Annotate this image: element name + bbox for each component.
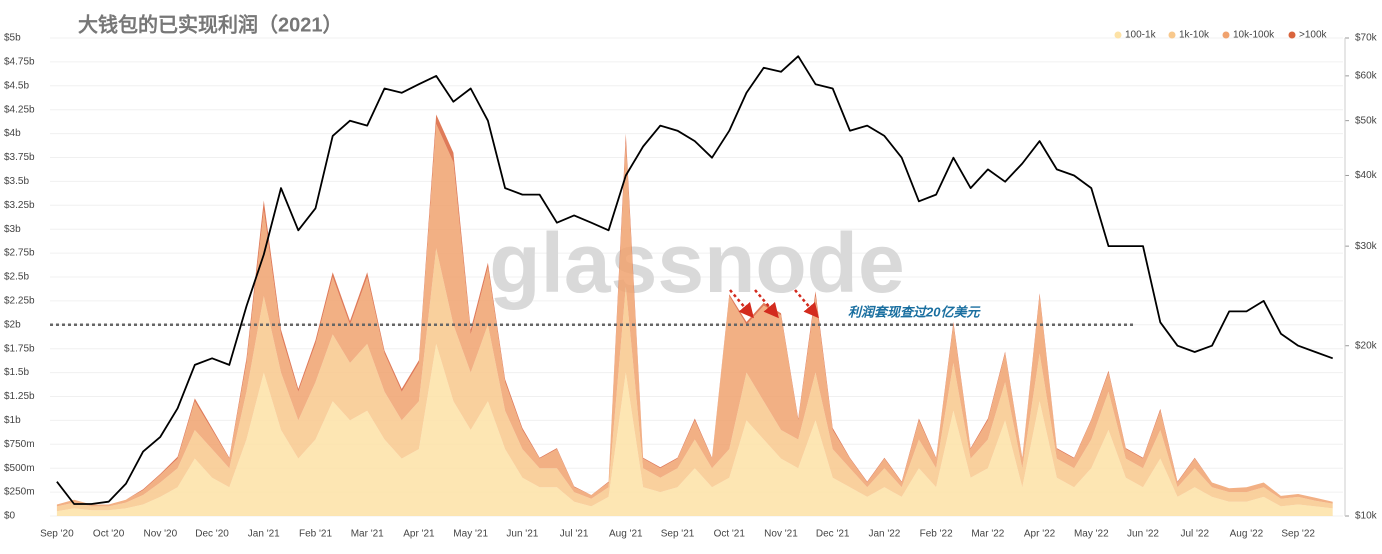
areas: [56, 114, 1333, 516]
x-tick-label: Mar '21: [351, 529, 384, 540]
y-tick-label: $250m: [4, 487, 35, 498]
x-tick-label: Jun '22: [1127, 529, 1159, 540]
x-tick-label: Jul '22: [1180, 529, 1209, 540]
watermark: glassnode: [489, 216, 904, 310]
y-tick-label: $3.75b: [4, 152, 35, 163]
y-tick-label: $4.5b: [4, 80, 29, 91]
y-tick-label: $5b: [4, 33, 21, 44]
x-tick-label: Oct '21: [714, 529, 746, 540]
x-tick-label: Mar '22: [971, 529, 1004, 540]
price-line: [56, 55, 1334, 505]
x-tick-label: Aug '21: [609, 529, 643, 540]
y-tick-label: $4.25b: [4, 104, 35, 115]
y-tick-label: $4.75b: [4, 57, 35, 68]
x-tick-label: Sep '20: [40, 529, 74, 540]
area: [56, 124, 1333, 507]
x-tick-label: May '21: [453, 529, 488, 540]
y-tick-label: $2.25b: [4, 296, 35, 307]
x-tick-label: Apr '21: [403, 529, 435, 540]
y-tick-label: $750m: [4, 439, 35, 450]
y-tick-label: $0: [4, 511, 16, 522]
y-tick-label: $3b: [4, 224, 21, 235]
legend-label: 10k-100k: [1233, 30, 1275, 41]
y-tick-label: $2b: [4, 319, 21, 330]
x-tick-label: Aug '22: [1230, 529, 1264, 540]
x-tick-label: Dec '20: [195, 529, 229, 540]
y2-tick-label: $40k: [1355, 170, 1378, 181]
x-tick-label: Feb '21: [299, 529, 332, 540]
y-tick-label: $4b: [4, 128, 21, 139]
y-tick-label: $1.75b: [4, 343, 35, 354]
x-tick-label: Dec '21: [816, 529, 850, 540]
y2-tick-label: $20k: [1355, 340, 1378, 351]
x-tick-label: May '22: [1074, 529, 1109, 540]
legend-swatch: [1168, 31, 1176, 39]
y-tick-label: $3.25b: [4, 200, 35, 211]
x-tick-label: Sep '21: [661, 529, 695, 540]
legend-label: 100-1k: [1125, 30, 1157, 41]
legend-swatch: [1114, 31, 1122, 39]
x-tick-label: Jan '22: [868, 529, 900, 540]
y-tick-label: $2.75b: [4, 248, 35, 259]
y2-tick-label: $10k: [1355, 511, 1378, 522]
x-tick-label: Jan '21: [248, 529, 280, 540]
y-tick-label: $1.5b: [4, 367, 29, 378]
x-tick-label: Jul '21: [560, 529, 589, 540]
x-tick-label: Feb '22: [920, 529, 953, 540]
y-tick-label: $1b: [4, 415, 21, 426]
y-tick-label: $500m: [4, 463, 35, 474]
y2-tick-label: $70k: [1355, 33, 1378, 44]
legend-swatch: [1222, 31, 1230, 39]
y-tick-label: $3.5b: [4, 176, 29, 187]
x-tick-label: Sep '22: [1281, 529, 1315, 540]
x-tick-label: Jun '21: [506, 529, 538, 540]
y2-tick-label: $30k: [1355, 241, 1378, 252]
y2-tick-label: $50k: [1355, 115, 1378, 126]
legend-label: 1k-10k: [1179, 30, 1210, 41]
x-tick-label: Nov '20: [144, 529, 178, 540]
y-tick-label: $2.5b: [4, 272, 29, 283]
area: [56, 248, 1333, 512]
area: [56, 343, 1333, 516]
x-tick-label: Apr '22: [1024, 529, 1056, 540]
y-tick-label: $1.25b: [4, 391, 35, 402]
legend-swatch: [1288, 31, 1296, 39]
overlay: 100-1k 1k-10k 10k-100k >100k: [50, 30, 1334, 505]
x-tick-label: Nov '21: [764, 529, 798, 540]
legend-label: >100k: [1299, 30, 1328, 41]
y2-tick-label: $60k: [1355, 71, 1378, 82]
annotation: 利润套现查过20亿美元: [848, 304, 981, 319]
chart-title: 大钱包的已实现利润（2021）: [78, 12, 343, 36]
x-tick-label: Oct '20: [93, 529, 125, 540]
